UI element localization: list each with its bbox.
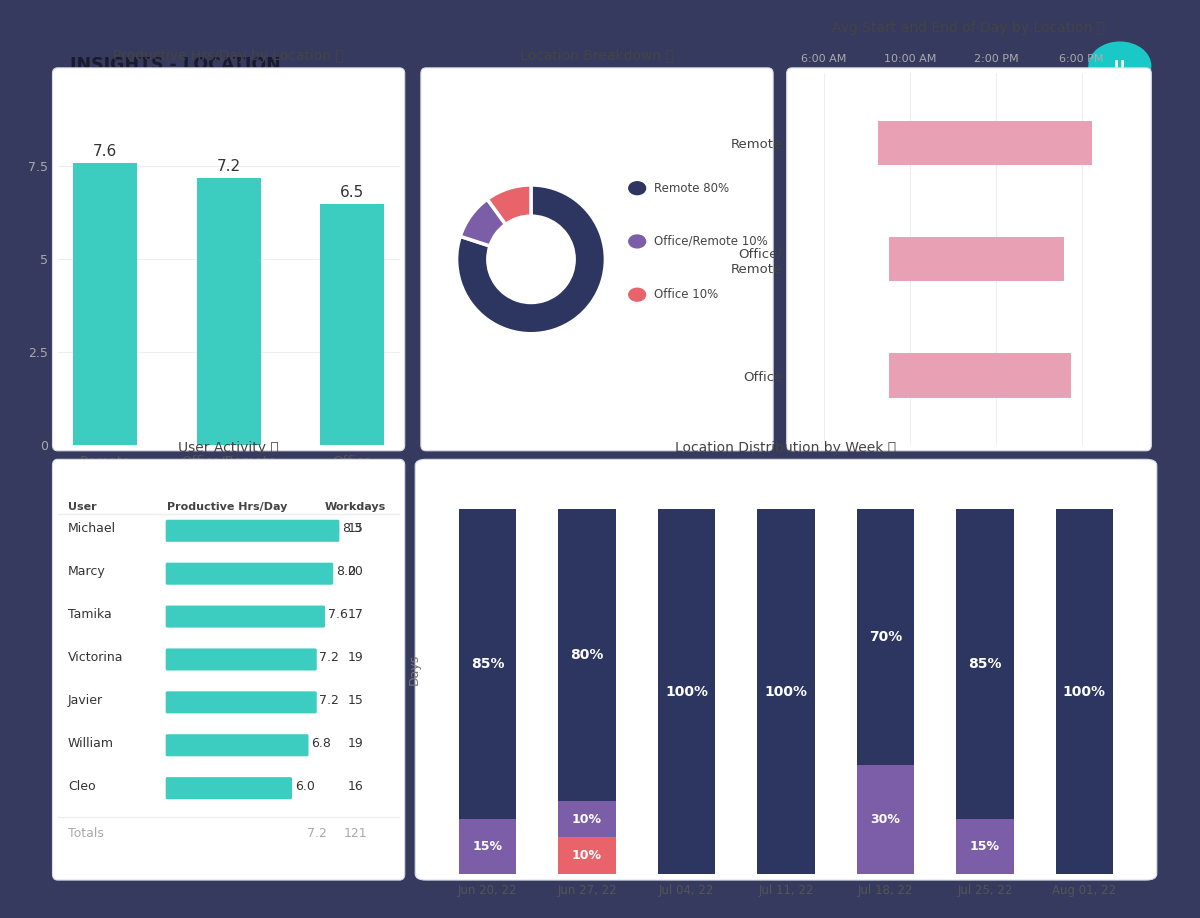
Text: 19: 19 bbox=[347, 651, 364, 664]
Bar bbox=[558, 509, 616, 801]
FancyBboxPatch shape bbox=[166, 648, 317, 670]
Bar bbox=[458, 509, 516, 819]
Text: Office/Remote 10%: Office/Remote 10% bbox=[654, 235, 768, 248]
Text: 7.6: 7.6 bbox=[94, 144, 118, 159]
Bar bbox=[888, 237, 1064, 282]
Text: 20: 20 bbox=[347, 565, 364, 578]
Wedge shape bbox=[461, 199, 505, 246]
FancyBboxPatch shape bbox=[166, 691, 317, 713]
Bar bbox=[878, 121, 1092, 165]
Text: 7.6: 7.6 bbox=[328, 608, 348, 621]
Text: 7.2: 7.2 bbox=[216, 159, 241, 174]
Title: Location Breakdown ⓘ: Location Breakdown ⓘ bbox=[520, 49, 674, 62]
FancyBboxPatch shape bbox=[166, 778, 292, 800]
Circle shape bbox=[1090, 42, 1151, 90]
FancyBboxPatch shape bbox=[166, 563, 334, 585]
Bar bbox=[956, 509, 1014, 819]
Text: 8.3: 8.3 bbox=[342, 522, 362, 535]
Bar bbox=[658, 509, 715, 874]
Text: Michael: Michael bbox=[68, 522, 116, 535]
Text: 8.0: 8.0 bbox=[336, 565, 356, 578]
FancyBboxPatch shape bbox=[166, 734, 308, 756]
Text: 70%: 70% bbox=[869, 630, 902, 644]
Bar bbox=[558, 837, 616, 874]
Text: 15: 15 bbox=[347, 522, 364, 535]
Bar bbox=[857, 509, 914, 765]
Text: Javier: Javier bbox=[68, 694, 103, 707]
Bar bbox=[558, 801, 616, 837]
Text: 7.2: 7.2 bbox=[319, 651, 340, 664]
FancyBboxPatch shape bbox=[787, 68, 1151, 451]
Text: 7.2: 7.2 bbox=[319, 694, 340, 707]
Bar bbox=[857, 765, 914, 874]
Text: William: William bbox=[68, 737, 114, 750]
Wedge shape bbox=[457, 185, 606, 334]
FancyBboxPatch shape bbox=[166, 606, 325, 628]
Bar bbox=[73, 162, 137, 445]
Text: 6.8: 6.8 bbox=[311, 737, 331, 750]
Text: Victorina: Victorina bbox=[68, 651, 124, 664]
Text: Productive Hrs/Day: Productive Hrs/Day bbox=[167, 502, 288, 512]
FancyBboxPatch shape bbox=[415, 459, 1157, 880]
Text: 17: 17 bbox=[347, 608, 364, 621]
Text: 10%: 10% bbox=[572, 849, 602, 862]
Text: Remote 80%: Remote 80% bbox=[654, 182, 730, 195]
Text: Tamika: Tamika bbox=[68, 608, 112, 621]
Text: 85%: 85% bbox=[470, 657, 504, 671]
Text: 100%: 100% bbox=[665, 685, 708, 699]
Text: User: User bbox=[68, 502, 96, 512]
Text: 100%: 100% bbox=[764, 685, 808, 699]
Y-axis label: Days: Days bbox=[408, 654, 420, 686]
FancyBboxPatch shape bbox=[421, 68, 773, 451]
Text: 85%: 85% bbox=[968, 657, 1002, 671]
Text: 10%: 10% bbox=[572, 812, 602, 825]
Bar bbox=[1056, 509, 1114, 874]
Text: Workdays: Workdays bbox=[324, 502, 385, 512]
Text: Marcy: Marcy bbox=[68, 565, 106, 578]
Text: 6.5: 6.5 bbox=[340, 185, 364, 200]
Text: Cleo: Cleo bbox=[68, 779, 96, 792]
Bar bbox=[956, 819, 1014, 874]
Title: User Activity ⓘ: User Activity ⓘ bbox=[179, 441, 278, 454]
Text: U: U bbox=[1115, 59, 1126, 73]
Text: 15%: 15% bbox=[473, 840, 503, 853]
Text: INSIGHTS - LOCATION: INSIGHTS - LOCATION bbox=[70, 56, 281, 74]
Wedge shape bbox=[487, 185, 532, 224]
Text: 16: 16 bbox=[347, 779, 364, 792]
Text: 30%: 30% bbox=[870, 812, 900, 825]
FancyBboxPatch shape bbox=[53, 459, 404, 880]
Text: Office 10%: Office 10% bbox=[654, 288, 719, 301]
Bar bbox=[197, 177, 260, 445]
Text: 80%: 80% bbox=[570, 648, 604, 662]
Text: 19: 19 bbox=[347, 737, 364, 750]
Text: 15: 15 bbox=[347, 694, 364, 707]
Text: 7.2: 7.2 bbox=[307, 826, 328, 840]
Bar bbox=[888, 353, 1070, 397]
Text: Totals: Totals bbox=[68, 826, 103, 840]
Bar bbox=[320, 204, 384, 445]
FancyBboxPatch shape bbox=[53, 68, 404, 451]
Text: 121: 121 bbox=[343, 826, 367, 840]
Bar bbox=[757, 509, 815, 874]
Text: 15%: 15% bbox=[970, 840, 1000, 853]
Title: Avg Start and End of Day by Location ⓘ: Avg Start and End of Day by Location ⓘ bbox=[833, 21, 1105, 35]
Text: 6.0: 6.0 bbox=[295, 779, 314, 792]
Title: Productive Hrs/Day by Location ⓘ: Productive Hrs/Day by Location ⓘ bbox=[113, 49, 344, 62]
FancyBboxPatch shape bbox=[166, 520, 340, 542]
Text: 100%: 100% bbox=[1063, 685, 1106, 699]
Title: Location Distribution by Week ⓘ: Location Distribution by Week ⓘ bbox=[676, 441, 896, 454]
Bar bbox=[458, 819, 516, 874]
